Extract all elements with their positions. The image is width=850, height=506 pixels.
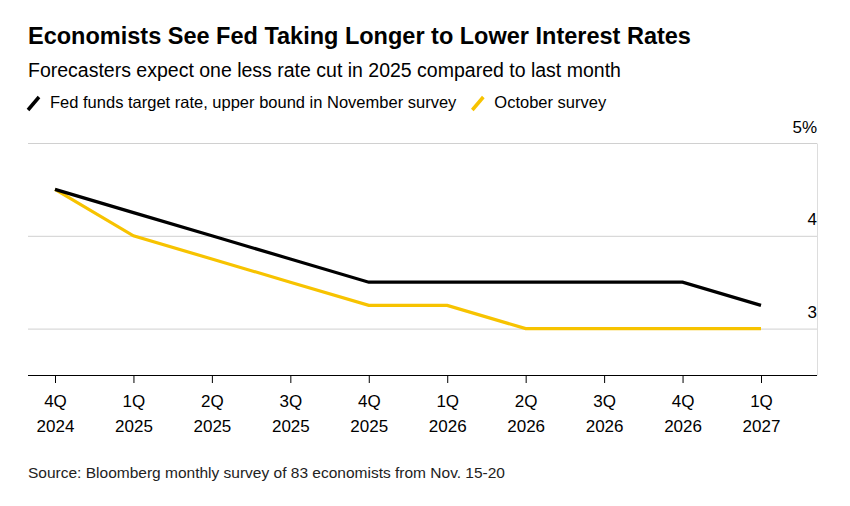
y-tick-label: 5% (792, 118, 817, 137)
source: Source: Bloomberg monthly survey of 83 e… (28, 464, 505, 481)
y-tick: 4 (28, 210, 817, 236)
grid-line (28, 143, 817, 144)
x-tick: 4Q2024 (37, 375, 75, 436)
plot-area (55, 189, 761, 328)
title: Economists See Fed Taking Longer to Lowe… (28, 23, 691, 49)
x-tick: 2Q2025 (193, 375, 231, 436)
legend-label: October survey (494, 93, 607, 111)
x-tick: 1Q2026 (429, 375, 467, 436)
x-tick-mark (55, 375, 56, 383)
y-axis-line (817, 144, 818, 376)
x-tick-mark (212, 375, 213, 383)
x-tick: 2Q2026 (507, 375, 545, 436)
y-tick-label: 3 (808, 303, 817, 322)
x-tick: 1Q2027 (743, 375, 781, 436)
x-tick-mark (290, 375, 291, 383)
series-line (55, 189, 761, 305)
x-axis: 4Q2024 1Q2025 2Q2025 3Q2025 4Q2025 1Q2026 2Q20… (28, 375, 817, 436)
x-tick-label: 1Q2025 (115, 392, 153, 436)
x-tick: 3Q2026 (586, 375, 624, 436)
x-tick: 4Q2025 (350, 375, 388, 436)
x-tick: 1Q2025 (115, 375, 153, 436)
x-tick-label: 3Q2026 (586, 392, 624, 436)
x-tick-label: 3Q2025 (272, 392, 310, 436)
x-tick-mark (761, 375, 762, 383)
x-tick-label: 1Q2026 (429, 392, 467, 436)
x-axis-line (28, 375, 817, 376)
legend-swatch (28, 97, 39, 110)
series-line (55, 189, 761, 328)
x-tick-mark (526, 375, 527, 383)
legend: Fed funds target rate, upper bound in No… (28, 93, 607, 111)
y-tick: 5% (28, 118, 817, 144)
x-tick-mark (683, 375, 684, 383)
y-tick-label: 4 (808, 210, 817, 229)
x-tick-mark (133, 375, 134, 383)
x-tick-mark (447, 375, 448, 383)
x-tick-label: 4Q2025 (350, 392, 388, 436)
chart: Economists See Fed Taking Longer to Lowe… (0, 0, 850, 506)
legend-label: Fed funds target rate, upper bound in No… (50, 93, 457, 111)
grid-line (28, 236, 817, 237)
x-tick: 3Q2025 (272, 375, 310, 436)
y-axis: 5% 4 3 (28, 118, 818, 376)
x-tick-label: 4Q2024 (37, 392, 75, 436)
x-tick-label: 2Q2025 (193, 392, 231, 436)
x-tick-label: 4Q2026 (664, 392, 702, 436)
x-tick-label: 2Q2026 (507, 392, 545, 436)
x-tick-mark (604, 375, 605, 383)
x-tick: 4Q2026 (664, 375, 702, 436)
x-tick-label: 1Q2027 (743, 392, 781, 436)
subtitle: Forecasters expect one less rate cut in … (28, 59, 621, 81)
legend-swatch (472, 97, 483, 110)
x-tick-mark (369, 375, 370, 383)
